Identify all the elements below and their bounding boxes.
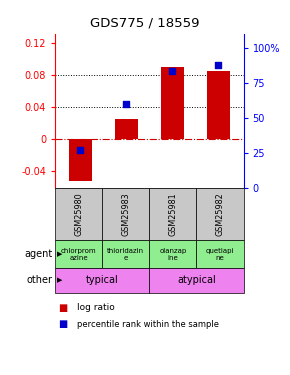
Bar [161,67,184,140]
Text: GSM25980: GSM25980 [74,192,83,236]
Text: other: other [26,275,52,285]
Text: ■: ■ [58,303,67,312]
Text: olanzap
ine: olanzap ine [159,248,186,261]
Bar [207,70,230,140]
Text: GSM25982: GSM25982 [215,192,224,236]
Text: GSM25983: GSM25983 [121,192,130,236]
Bar [115,119,138,140]
Text: ▶: ▶ [57,278,62,284]
Text: typical: typical [86,275,119,285]
Text: GDS775 / 18559: GDS775 / 18559 [90,17,200,30]
Text: log ratio: log ratio [77,303,115,312]
Point [124,100,129,106]
Text: thioridazin
e: thioridazin e [107,248,144,261]
Bar [69,140,92,181]
Text: atypical: atypical [177,275,216,285]
Point [170,69,175,75]
Point [216,62,221,68]
Text: GSM25981: GSM25981 [168,192,177,236]
Text: ▶: ▶ [57,251,62,257]
Text: chlorprom
azine: chlorprom azine [61,248,97,261]
Text: percentile rank within the sample: percentile rank within the sample [77,320,219,329]
Text: quetiapi
ne: quetiapi ne [206,248,234,261]
Text: agent: agent [24,249,52,259]
Point [78,147,83,153]
Text: ■: ■ [58,320,67,329]
